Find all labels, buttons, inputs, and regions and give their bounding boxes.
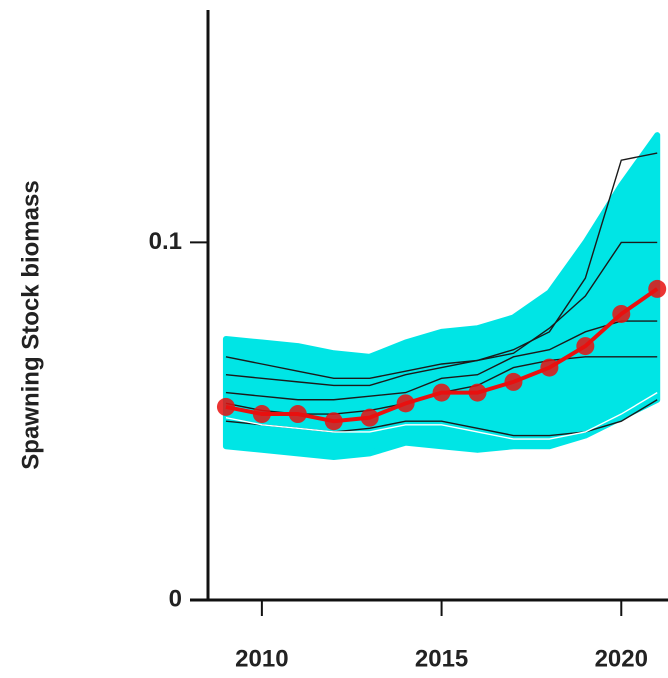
x-tick-label: 2015: [415, 645, 468, 672]
series-marker: [504, 372, 523, 391]
series-marker: [288, 405, 307, 424]
series-marker: [576, 337, 595, 356]
series-marker: [252, 405, 271, 424]
series-marker: [216, 397, 235, 416]
x-tick-label: 2010: [235, 645, 288, 672]
series-marker: [324, 412, 343, 431]
series-line: [225, 241, 658, 387]
series-marker: [360, 408, 379, 427]
series-line: [225, 152, 658, 380]
y-axis-title: Spawning Stock biomass: [17, 180, 44, 469]
series-marker: [612, 304, 631, 323]
series-line: [225, 320, 658, 401]
y-tick-label: 0.1: [149, 228, 182, 255]
series-marker: [648, 279, 667, 298]
series-line: [225, 392, 658, 440]
series-marker: [540, 358, 559, 377]
x-tick-label: 2020: [595, 645, 648, 672]
series-marker: [432, 383, 451, 402]
series-marker: [468, 383, 487, 402]
series-marker: [396, 394, 415, 413]
y-tick-label: 0: [169, 585, 182, 612]
